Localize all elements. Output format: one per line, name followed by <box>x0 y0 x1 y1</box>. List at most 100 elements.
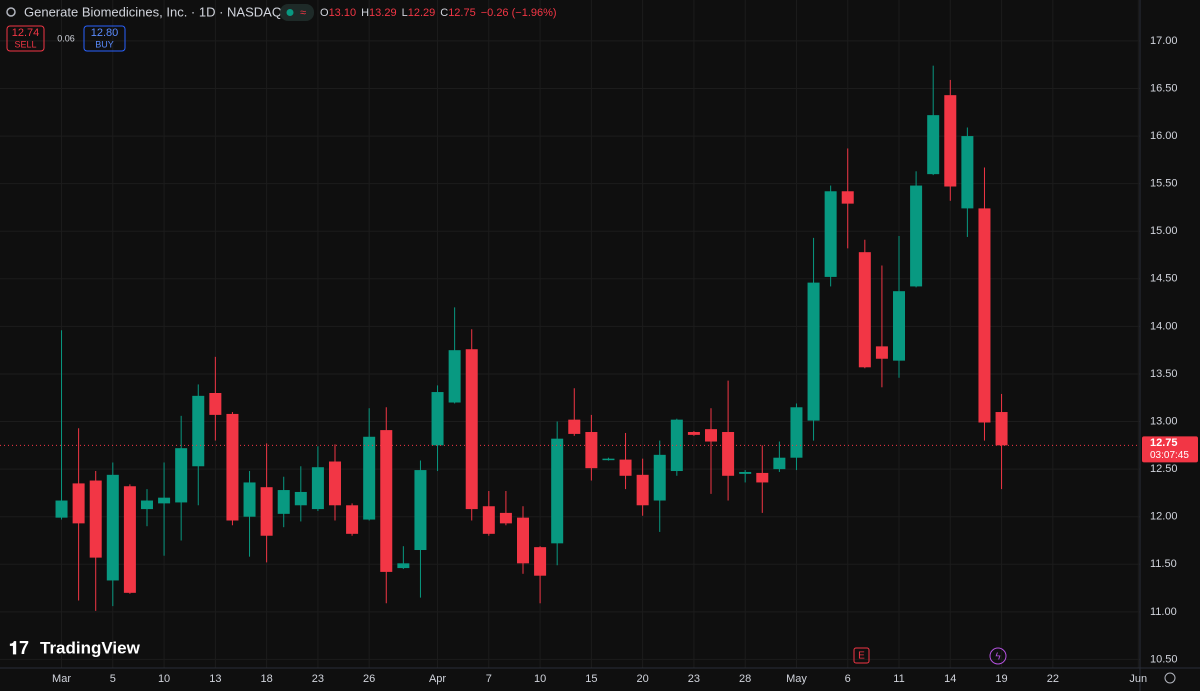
candle-body <box>311 467 324 510</box>
x-tick-label: 6 <box>845 673 851 685</box>
y-tick-label: 14.00 <box>1150 320 1178 332</box>
candle-body <box>482 506 495 534</box>
y-tick-label: 15.00 <box>1150 225 1178 237</box>
x-tick-label: 18 <box>261 673 273 685</box>
ohlc: O 13.10 H 13.29 L 12.29 C 12.75 <box>320 7 476 19</box>
candle-body <box>380 430 393 572</box>
y-tick-label: 10.50 <box>1150 653 1178 665</box>
x-tick-label: 7 <box>486 673 492 685</box>
earnings-marker[interactable] <box>853 647 870 664</box>
candle-body <box>89 480 102 558</box>
x-tick-label: Apr <box>429 673 446 685</box>
candle-body <box>824 191 837 277</box>
candle-body <box>260 487 273 536</box>
x-tick-label: 22 <box>1047 673 1059 685</box>
candle-body <box>705 429 718 442</box>
candle-body <box>363 436 376 520</box>
x-tick-label: 10 <box>534 673 546 685</box>
buy-button[interactable] <box>83 25 126 52</box>
x-tick-label: 15 <box>585 673 597 685</box>
y-tick-label: 15.50 <box>1150 178 1178 190</box>
ohlc-value: 12.29 <box>408 7 436 19</box>
candle-body <box>756 472 769 483</box>
candle-body <box>790 407 803 458</box>
x-tick-label: Mar <box>52 673 71 685</box>
candle-body <box>807 282 820 421</box>
candle-body <box>653 454 666 501</box>
logo-icon: 𝟏7 <box>9 638 29 658</box>
candle-body <box>140 500 153 510</box>
chart-title[interactable]: Generate Biomedicines, Inc. · 1D · NASDA… <box>24 4 282 19</box>
candle-body <box>722 432 735 476</box>
candle-body <box>995 412 1008 446</box>
x-tick-label: 23 <box>688 673 700 685</box>
ohlc-label: H <box>361 7 369 19</box>
x-tick-label: Jun <box>1129 673 1147 685</box>
change: −0.26 (−1.96%) <box>481 7 557 19</box>
y-tick-label: 12.00 <box>1150 511 1178 523</box>
logo[interactable]: TradingView <box>40 638 141 657</box>
candle-body <box>858 252 871 368</box>
x-tick-label: 11 <box>893 673 904 685</box>
candle-body <box>893 291 906 361</box>
status-pill[interactable] <box>280 4 314 21</box>
candle-body <box>875 346 888 359</box>
candle-body <box>499 512 512 524</box>
status-dot <box>286 9 294 16</box>
y-tick-label: 14.50 <box>1150 273 1178 285</box>
y-tick-label: 11.50 <box>1150 558 1177 570</box>
spread: 0.06 <box>57 33 75 43</box>
ohlc-label: C <box>440 7 448 19</box>
last-price-tag <box>1142 436 1198 463</box>
candle-body <box>328 461 341 506</box>
x-tick-label: 5 <box>110 673 116 685</box>
candle-body <box>277 490 290 514</box>
candle-body <box>534 547 547 576</box>
x-tick-label: 10 <box>158 673 170 685</box>
candle-body <box>551 438 564 544</box>
candle-body <box>106 474 119 581</box>
x-tick-label: 14 <box>944 673 956 685</box>
dividend-marker[interactable] <box>989 647 1007 665</box>
x-tick-label: 20 <box>637 673 649 685</box>
x-tick-label: 26 <box>363 673 375 685</box>
symbol-icon <box>6 7 16 17</box>
grid <box>0 0 1140 668</box>
candle-body <box>55 500 68 518</box>
countdown: 03:07:45 <box>1150 450 1189 461</box>
sell-price: 12.74 <box>12 27 40 39</box>
candle-body <box>636 474 649 506</box>
candle-body <box>944 95 957 187</box>
last-price-label: 12.75 <box>1150 437 1178 449</box>
buy-price: 12.80 <box>91 27 119 39</box>
candle-body <box>397 563 410 569</box>
candle-body <box>226 413 239 521</box>
candle-body <box>602 458 615 461</box>
x-tick-label: 28 <box>739 673 751 685</box>
dividend-icon: ϟ <box>995 652 1001 663</box>
candle-body <box>910 185 923 287</box>
x-tick-label: May <box>786 673 807 685</box>
candle-body <box>123 486 136 593</box>
y-tick-label: 11.00 <box>1150 606 1177 618</box>
y-tick-label: 13.50 <box>1150 368 1178 380</box>
settings-icon[interactable] <box>1164 672 1176 684</box>
candle-body <box>585 432 598 469</box>
y-tick-label: 16.50 <box>1150 82 1178 94</box>
candle-body <box>687 432 700 435</box>
candle-body <box>619 459 632 476</box>
y-tick-label: 13.00 <box>1150 415 1178 427</box>
sell-button[interactable] <box>6 25 45 52</box>
x-tick-label: 13 <box>209 673 221 685</box>
earnings-label: E <box>858 651 865 662</box>
status-icon: ≈ <box>300 7 306 19</box>
candle-body <box>175 448 188 503</box>
candle-body <box>739 471 752 474</box>
candle-body <box>841 191 854 204</box>
candle-body <box>243 482 256 517</box>
candle-body <box>414 470 427 551</box>
candle-body <box>465 349 478 510</box>
x-tick-label: 19 <box>995 673 1007 685</box>
